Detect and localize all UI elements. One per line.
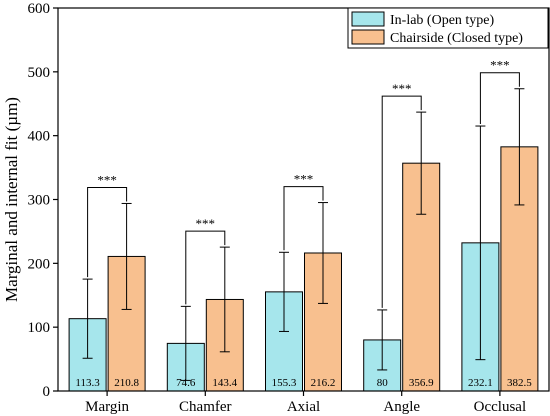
bar-value-label: 356.9 — [409, 377, 434, 389]
bar-value-label: 74.6 — [176, 377, 196, 389]
bar-value-label: 80 — [377, 377, 389, 389]
y-tick-label: 500 — [28, 65, 51, 81]
y-tick-label: 400 — [28, 129, 51, 145]
x-category-label: Angle — [383, 399, 420, 415]
y-axis-label: Marginal and internal fit (µm) — [2, 97, 21, 302]
significance-bracket — [87, 186, 128, 278]
y-tick-label: 300 — [28, 193, 51, 209]
x-category-label: Chamfer — [179, 399, 231, 415]
y-tick-label: 600 — [28, 1, 51, 17]
x-axis-labels: Margin Chamfer Axial Angle Occlusal — [85, 391, 526, 415]
significance-label: *** — [196, 216, 216, 231]
x-category-label: Margin — [85, 399, 129, 415]
significance-brackets: *** *** *** *** *** — [87, 58, 520, 308]
bar-chairside — [402, 162, 441, 392]
legend-label: In-lab (Open type) — [390, 13, 495, 28]
significance-label: *** — [392, 81, 412, 96]
x-category-label: Axial — [287, 399, 320, 415]
x-category-label: Occlusal — [474, 399, 526, 415]
significance-bracket — [283, 186, 324, 251]
bar-value-label: 155.3 — [272, 377, 297, 389]
error-bars — [82, 88, 525, 381]
significance-bracket — [185, 230, 226, 305]
y-axis-ticks: 0 100 200 300 400 500 600 — [28, 1, 58, 400]
y-tick-label: 100 — [28, 320, 51, 336]
legend-swatch — [351, 29, 385, 45]
significance-bracket — [381, 95, 422, 308]
significance-label: *** — [490, 58, 510, 73]
bar-value-label: 232.1 — [468, 377, 493, 389]
significance-label: *** — [97, 172, 117, 187]
value-labels: 113.3 210.8 74.6 143.4 155.3 216.2 80 356.9 232.… — [75, 377, 532, 389]
bar-value-label: 143.4 — [212, 377, 237, 389]
legend-label: Chairside (Closed type) — [390, 31, 523, 46]
legend-swatch — [351, 11, 385, 27]
bar-value-label: 216.2 — [311, 377, 336, 389]
significance-bracket — [479, 72, 520, 125]
y-tick-label: 200 — [28, 256, 51, 272]
y-tick-label: 0 — [43, 384, 51, 400]
bar-value-label: 113.3 — [75, 377, 100, 389]
plot-frame — [57, 7, 550, 392]
bar-value-label: 382.5 — [507, 377, 532, 389]
bar-value-label: 210.8 — [114, 377, 139, 389]
significance-label: *** — [294, 172, 314, 187]
legend: In-lab (Open type) Chairside (Closed type… — [347, 7, 549, 49]
